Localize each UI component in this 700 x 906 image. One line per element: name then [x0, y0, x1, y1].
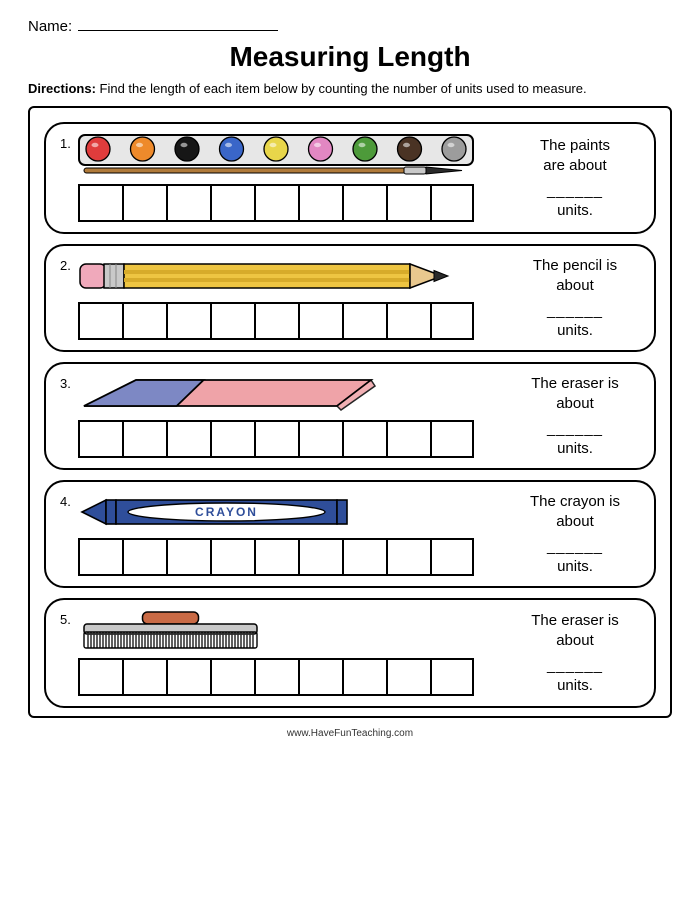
name-label: Name: — [28, 18, 72, 35]
prompt-text: The pencil isabout — [510, 256, 640, 295]
ruler-cell — [78, 658, 122, 696]
ruler-cell — [342, 538, 386, 576]
measurement-item: 5. The eraser isabout ______ units. — [44, 598, 656, 708]
ruler-cell — [166, 302, 210, 340]
ruler-cell — [386, 658, 430, 696]
item-number: 2. — [60, 258, 74, 273]
footer-credit: www.HaveFunTeaching.com — [28, 728, 672, 739]
directions-text: Find the length of each item below by co… — [100, 81, 587, 96]
ruler-cell — [298, 420, 342, 458]
answer-prompt: The pencil isabout ______ units. — [510, 256, 640, 340]
units-label: units. — [510, 201, 640, 221]
ruler-cell — [122, 420, 166, 458]
directions-label: Directions: — [28, 81, 96, 96]
prompt-text: The eraser isabout — [510, 611, 640, 650]
answer-blank[interactable]: ______ — [510, 181, 640, 201]
answer-blank[interactable]: ______ — [510, 537, 640, 557]
ruler-cell — [210, 538, 254, 576]
ruler-cell — [254, 538, 298, 576]
prompt-text: The crayon isabout — [510, 492, 640, 531]
ruler-cell — [342, 302, 386, 340]
unit-ruler — [78, 538, 498, 576]
ruler-cell — [78, 302, 122, 340]
ruler-cell — [210, 658, 254, 696]
ruler-cell — [430, 538, 474, 576]
ruler-cell — [122, 658, 166, 696]
units-label: units. — [510, 557, 640, 577]
answer-prompt: The paintsare about ______ units. — [510, 134, 640, 222]
svg-text:CRAYON: CRAYON — [195, 505, 258, 519]
ruler-cell — [122, 538, 166, 576]
prompt-text: The paintsare about — [510, 136, 640, 175]
item-number: 5. — [60, 612, 74, 627]
answer-prompt: The crayon isabout ______ units. — [510, 492, 640, 576]
ruler-cell — [342, 658, 386, 696]
eraser-illustration — [78, 374, 498, 414]
ruler-cell — [254, 420, 298, 458]
ruler-cell — [430, 658, 474, 696]
crayon-illustration: CRAYON — [78, 492, 498, 532]
answer-prompt: The eraser isabout ______ units. — [510, 610, 640, 696]
ruler-cell — [386, 302, 430, 340]
measurement-item: 3. The eraser isabout ______ units. — [44, 362, 656, 470]
answer-blank[interactable]: ______ — [510, 419, 640, 439]
item-number: 4. — [60, 494, 74, 509]
ruler-cell — [166, 658, 210, 696]
units-label: units. — [510, 439, 640, 459]
ruler-cell — [210, 184, 254, 222]
item-number: 1. — [60, 136, 74, 151]
unit-ruler — [78, 184, 498, 222]
ruler-cell — [430, 184, 474, 222]
ruler-cell — [298, 184, 342, 222]
prompt-text: The eraser isabout — [510, 374, 640, 413]
unit-ruler — [78, 302, 498, 340]
ruler-cell — [298, 302, 342, 340]
units-label: units. — [510, 676, 640, 696]
measurement-item: 1. The paintsare about ______ units. — [44, 122, 656, 234]
page-title: Measuring Length — [28, 41, 672, 73]
directions: Directions: Find the length of each item… — [28, 81, 672, 96]
answer-blank[interactable]: ______ — [510, 301, 640, 321]
answer-blank[interactable]: ______ — [510, 656, 640, 676]
ruler-cell — [386, 184, 430, 222]
ruler-cell — [386, 538, 430, 576]
ruler-cell — [78, 184, 122, 222]
ruler-cell — [166, 420, 210, 458]
ruler-cell — [254, 658, 298, 696]
ruler-cell — [386, 420, 430, 458]
units-label: units. — [510, 321, 640, 341]
pencil-illustration — [78, 256, 498, 296]
worksheet-frame: 1. The paintsare about ______ units. 2. — [28, 106, 672, 718]
ruler-cell — [78, 420, 122, 458]
measurement-item: 4. CRAYON The crayon isabout ______ unit… — [44, 480, 656, 588]
brush-illustration — [78, 610, 498, 652]
ruler-cell — [122, 302, 166, 340]
unit-ruler — [78, 420, 498, 458]
paint-palette-illustration — [78, 134, 498, 178]
measurement-item: 2. The pencil isabout ______ units. — [44, 244, 656, 352]
ruler-cell — [430, 420, 474, 458]
ruler-cell — [342, 420, 386, 458]
ruler-cell — [78, 538, 122, 576]
ruler-cell — [298, 658, 342, 696]
ruler-cell — [254, 184, 298, 222]
item-number: 3. — [60, 376, 74, 391]
ruler-cell — [210, 420, 254, 458]
ruler-cell — [430, 302, 474, 340]
ruler-cell — [342, 184, 386, 222]
ruler-cell — [210, 302, 254, 340]
ruler-cell — [254, 302, 298, 340]
ruler-cell — [122, 184, 166, 222]
answer-prompt: The eraser isabout ______ units. — [510, 374, 640, 458]
name-input-line[interactable] — [78, 30, 278, 31]
ruler-cell — [298, 538, 342, 576]
ruler-cell — [166, 184, 210, 222]
unit-ruler — [78, 658, 498, 696]
ruler-cell — [166, 538, 210, 576]
